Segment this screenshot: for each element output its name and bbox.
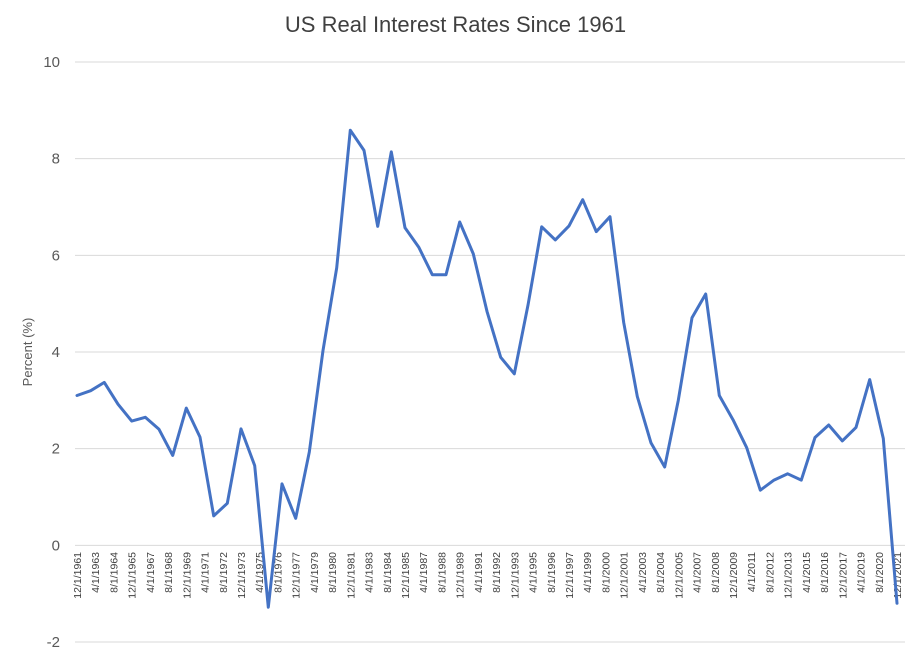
x-tick-label: 12/1/1985 — [400, 552, 412, 599]
x-tick-label: 12/1/2009 — [728, 552, 740, 599]
x-tick-label: 12/1/2017 — [837, 552, 849, 599]
x-tick-label: 4/1/1995 — [528, 552, 540, 593]
series-line — [75, 128, 899, 609]
x-tick-label: 8/1/1968 — [163, 552, 175, 593]
y-tick-label: 8 — [52, 151, 60, 168]
x-tick-label: 4/1/2003 — [637, 552, 649, 593]
chart-title: US Real Interest Rates Since 1961 — [284, 12, 627, 37]
x-tick-label: 12/1/1977 — [291, 552, 303, 599]
x-tick-label: 12/1/2001 — [619, 552, 631, 599]
x-tick-label: 8/1/2004 — [655, 552, 667, 593]
y-tick-label: 2 — [52, 441, 60, 458]
y-tick-label: 0 — [52, 537, 60, 554]
x-tick-label: 8/1/1988 — [436, 552, 448, 593]
x-tick-label: 8/1/2012 — [764, 552, 776, 593]
x-tick-label: 8/1/1980 — [327, 552, 339, 593]
x-tick-label: 12/1/1981 — [345, 552, 357, 599]
x-tick-label: 12/1/1973 — [236, 552, 248, 599]
x-tick-label: 4/1/1999 — [582, 552, 594, 593]
x-tick-label: 8/1/1964 — [108, 552, 120, 593]
y-tick-label: 10 — [43, 54, 60, 71]
x-tick-label: 4/1/1971 — [200, 552, 212, 593]
y-tick-label: -2 — [47, 634, 60, 651]
y-axis-label: Percent (%) — [20, 318, 35, 387]
x-tick-label: 8/1/1992 — [491, 552, 503, 593]
x-tick-label: 12/1/2005 — [673, 552, 685, 599]
x-tick-label: 4/1/2011 — [746, 552, 758, 592]
x-tick-label: 4/1/1979 — [309, 552, 321, 593]
x-tick-label: 8/1/2008 — [710, 552, 722, 593]
x-tick-label: 8/1/2020 — [874, 552, 886, 593]
x-tick-label: 8/1/2016 — [819, 552, 831, 593]
x-tick-label: 8/1/1976 — [272, 552, 284, 593]
x-tick-label: 8/1/1972 — [218, 552, 230, 593]
y-tick-label: 4 — [52, 344, 60, 361]
x-tick-label: 12/1/1993 — [509, 552, 521, 599]
x-tick-label: 12/1/1961 — [72, 552, 84, 599]
x-tick-label: 4/1/1983 — [364, 552, 376, 593]
y-tick-label: 6 — [52, 247, 60, 264]
x-tick-label: 12/1/1965 — [127, 552, 139, 599]
x-tick-label: 12/1/1989 — [455, 552, 467, 599]
x-tick-label: 4/1/1967 — [145, 552, 157, 593]
x-tick-label: 4/1/2007 — [692, 552, 704, 593]
x-tick-label: 4/1/1963 — [90, 552, 102, 593]
x-tick-label: 8/1/1984 — [382, 552, 394, 593]
x-tick-label: 8/1/1996 — [546, 552, 558, 593]
x-tick-label: 4/1/2015 — [801, 552, 813, 593]
x-tick-label: 8/1/2000 — [600, 552, 612, 593]
x-tick-label: 12/1/1969 — [181, 552, 193, 599]
x-tick-label: 12/1/1997 — [564, 552, 576, 599]
x-tick-label: 4/1/1987 — [418, 552, 430, 593]
x-tick-label: 4/1/1991 — [473, 552, 485, 593]
x-tick-label: 4/1/2019 — [856, 552, 868, 593]
x-tick-label: 12/1/2013 — [783, 552, 795, 599]
